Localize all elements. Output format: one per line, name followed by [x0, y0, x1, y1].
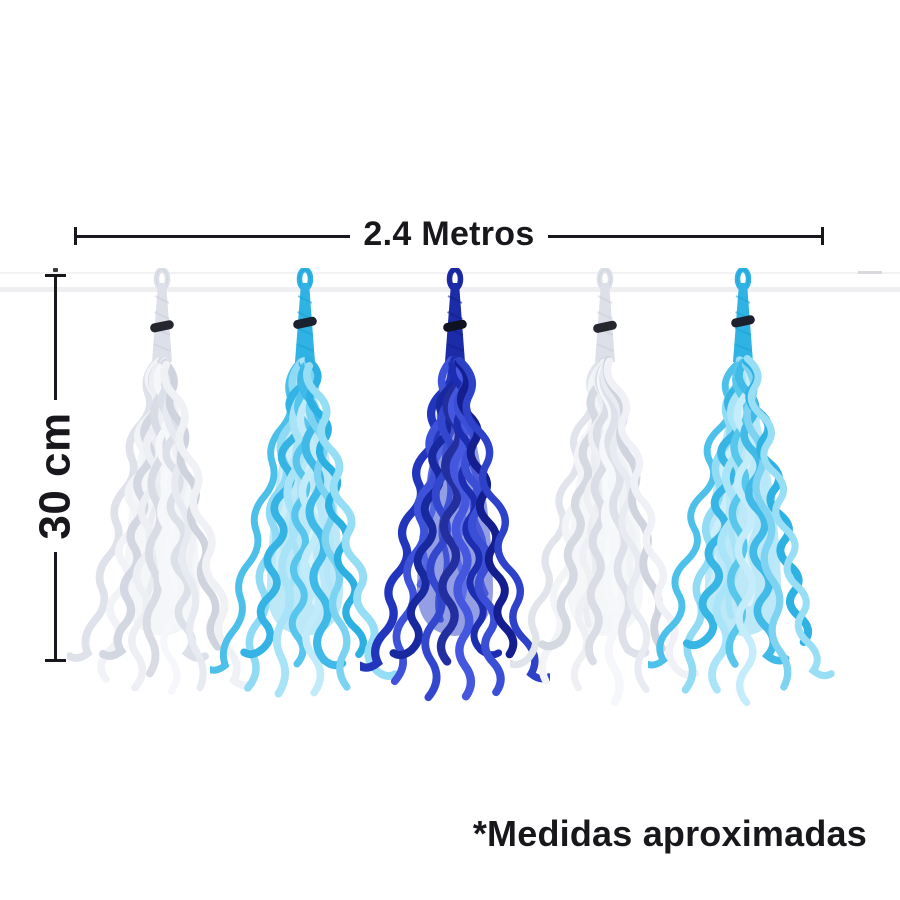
tassel-tie — [443, 319, 467, 332]
measure-line-right-segment — [547, 234, 821, 238]
tassel-strip — [538, 357, 609, 651]
tassel-strip — [128, 359, 166, 692]
width-measurement-label: 2.4 Metros — [363, 215, 535, 253]
tassel-tie — [293, 316, 317, 329]
tassel-tie — [593, 320, 617, 333]
tassel-strip — [743, 354, 835, 680]
faint-right-dash — [858, 271, 882, 274]
tassel-tie — [731, 315, 755, 328]
tassel-strip — [160, 360, 256, 690]
tassel-strip — [360, 359, 457, 672]
tassel-strip — [708, 357, 750, 694]
tassel-strip — [303, 360, 351, 691]
measure-line-top-segment — [54, 277, 57, 400]
tassel-strip — [453, 357, 505, 697]
measure-stray-dot — [53, 268, 58, 272]
tassel-row — [67, 268, 835, 707]
tassel-strip — [603, 357, 700, 679]
measure-line-left-segment — [77, 234, 351, 238]
tassel-strip — [681, 356, 746, 694]
tassel-strip — [210, 358, 304, 674]
tassel-strip — [436, 355, 465, 666]
measure-line-bottom-segment — [54, 552, 57, 659]
tassel-strip — [303, 362, 399, 680]
tassel-white-2 — [510, 268, 700, 706]
tassel-strip — [160, 357, 207, 692]
measure-right-tick — [821, 227, 824, 245]
measure-left-tick — [74, 227, 77, 245]
tassel-strip — [741, 361, 792, 691]
tassel-lightblue-2 — [648, 268, 835, 707]
width-measurement: 2.4 Metros — [74, 217, 824, 251]
tassel-tie — [150, 320, 174, 333]
tassel-strip — [304, 356, 367, 659]
tassel-lightblue-1 — [210, 268, 399, 698]
tassel-strip — [735, 358, 790, 665]
tassel-strip — [733, 360, 757, 707]
disclaimer-text: *Medidas aproximadas — [472, 813, 867, 854]
measure-bottom-tick — [45, 659, 66, 662]
tassel-darkblue — [360, 268, 550, 702]
measure-top-tick — [45, 274, 66, 277]
height-measurement: 30 cm — [31, 274, 80, 662]
tassel-white-1 — [67, 268, 256, 695]
garland-string — [0, 287, 900, 292]
